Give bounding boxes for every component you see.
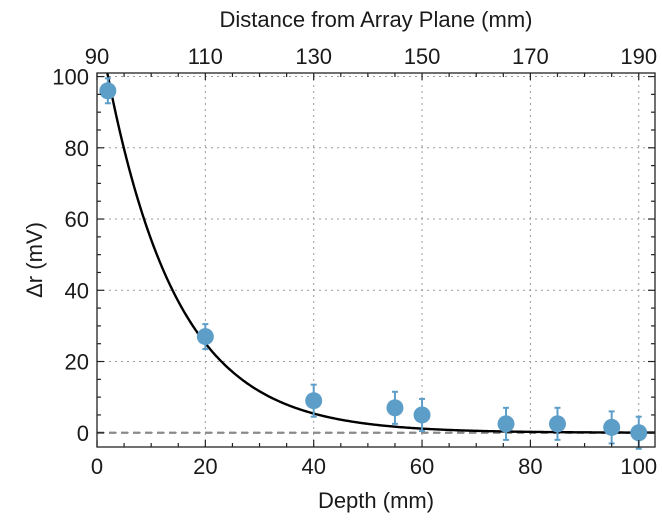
point-marker (305, 392, 323, 410)
top-axis-label: Distance from Array Plane (mm) (220, 7, 533, 32)
fit-curve (106, 72, 655, 434)
data-point (497, 406, 515, 441)
y-tick-label: 60 (65, 207, 89, 232)
top-tick-label: 190 (620, 44, 657, 69)
grid-lines (96, 73, 655, 447)
data-point (548, 406, 566, 441)
data-points (99, 77, 648, 450)
point-marker (413, 406, 431, 424)
y-tick-label: 0 (77, 421, 89, 446)
top-tick-label: 130 (295, 44, 332, 69)
data-point (603, 410, 621, 445)
y-tick-label: 20 (65, 350, 89, 375)
point-marker (196, 328, 214, 346)
x-tick-label: 20 (193, 454, 217, 479)
x-tick-label: 0 (91, 454, 103, 479)
x-tick-label: 60 (410, 454, 434, 479)
y-tick-label: 40 (65, 278, 89, 303)
data-point (305, 383, 323, 418)
top-tick-label: 150 (404, 44, 441, 69)
top-tick-label: 90 (85, 44, 109, 69)
axis-ticks (96, 73, 655, 447)
point-marker (603, 418, 621, 436)
top-tick-label: 110 (188, 44, 223, 69)
data-point (99, 77, 117, 105)
x-axis-label: Depth (mm) (318, 488, 434, 513)
x-tick-label: 80 (518, 454, 542, 479)
top-tick-label: 170 (512, 44, 549, 69)
y-tick-label: 80 (65, 136, 89, 161)
y-tick-label: 100 (52, 65, 89, 90)
x-tick-label: 40 (301, 454, 325, 479)
data-point (196, 323, 214, 351)
point-marker (630, 424, 648, 442)
point-marker (548, 415, 566, 433)
y-axis-label: Δr (mV) (22, 222, 47, 298)
data-point (386, 390, 404, 425)
point-marker (99, 82, 117, 100)
plot-frame (96, 72, 656, 448)
point-marker (386, 399, 404, 417)
point-marker (497, 415, 515, 433)
x-tick-label: 100 (620, 454, 657, 479)
data-point (413, 397, 431, 432)
